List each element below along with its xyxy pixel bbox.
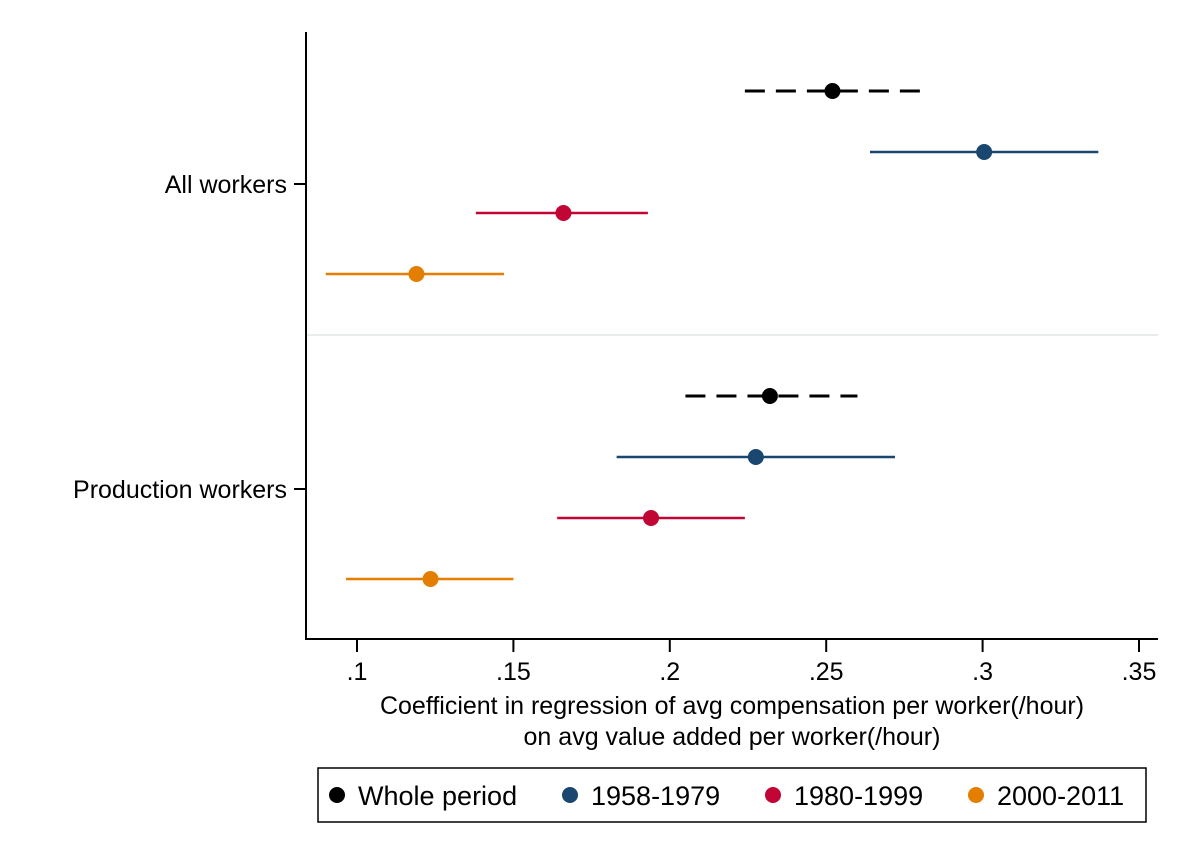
x-tick-label: .15: [496, 658, 531, 686]
legend-label: 2000-2011: [997, 781, 1124, 811]
x-tick-label: .25: [809, 658, 844, 686]
point-estimate-marker: [555, 205, 572, 221]
point-estimate-marker: [761, 388, 778, 404]
legend-marker: [329, 787, 345, 803]
point-estimate-marker: [824, 83, 841, 99]
legend-label: 1980-1999: [794, 781, 923, 811]
legend-marker: [562, 787, 578, 803]
plot-marks: [325, 83, 1099, 587]
y-axis-categories: All workers Production workers: [73, 171, 306, 504]
point-estimate-marker: [408, 266, 425, 282]
legend-marker: [765, 787, 781, 803]
point-estimate-marker: [976, 144, 993, 160]
x-axis-ticks: .1 .15 .2 .25 .3 .35: [347, 640, 1157, 686]
category-label: All workers: [165, 171, 287, 199]
point-estimate-marker: [422, 571, 439, 587]
category-label: Production workers: [73, 476, 287, 504]
legend: Whole period 1958-1979 1980-1999 2000-2011: [317, 767, 1147, 823]
x-tick-label: .35: [1122, 658, 1157, 686]
x-tick-label: .2: [659, 658, 680, 686]
legend-marker: [968, 787, 984, 803]
legend-label: Whole period: [358, 781, 517, 811]
legend-box: [317, 767, 1147, 823]
legend-items: Whole period 1958-1979 1980-1999 2000-2011: [329, 781, 1124, 811]
legend-label: 1958-1979: [591, 781, 720, 811]
point-estimate-marker: [747, 449, 764, 465]
x-tick-label: .3: [972, 658, 993, 686]
x-tick-label: .1: [347, 658, 368, 686]
point-estimate-marker: [643, 510, 660, 526]
x-axis-title-line2: on avg value added per worker(/hour): [524, 723, 941, 751]
x-axis-title-line1: Coefficient in regression of avg compens…: [380, 692, 1084, 720]
